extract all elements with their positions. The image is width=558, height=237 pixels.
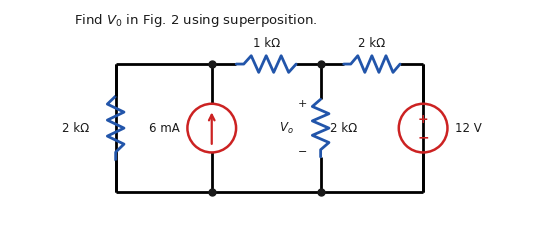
Text: −: − <box>298 147 307 157</box>
Text: 6 mA: 6 mA <box>149 122 180 135</box>
Text: −: − <box>417 131 429 145</box>
Text: 2 kΩ: 2 kΩ <box>358 37 386 50</box>
Text: $V_o$: $V_o$ <box>279 121 294 136</box>
Text: 12 V: 12 V <box>455 122 482 135</box>
Text: Find $V_0$ in Fig. 2 using superposition.: Find $V_0$ in Fig. 2 using superposition… <box>74 12 318 28</box>
Text: 2 kΩ: 2 kΩ <box>61 122 89 135</box>
Text: +: + <box>418 113 429 126</box>
Text: 1 kΩ: 1 kΩ <box>253 37 280 50</box>
Text: 2 kΩ: 2 kΩ <box>330 122 358 135</box>
Text: +: + <box>298 99 307 109</box>
